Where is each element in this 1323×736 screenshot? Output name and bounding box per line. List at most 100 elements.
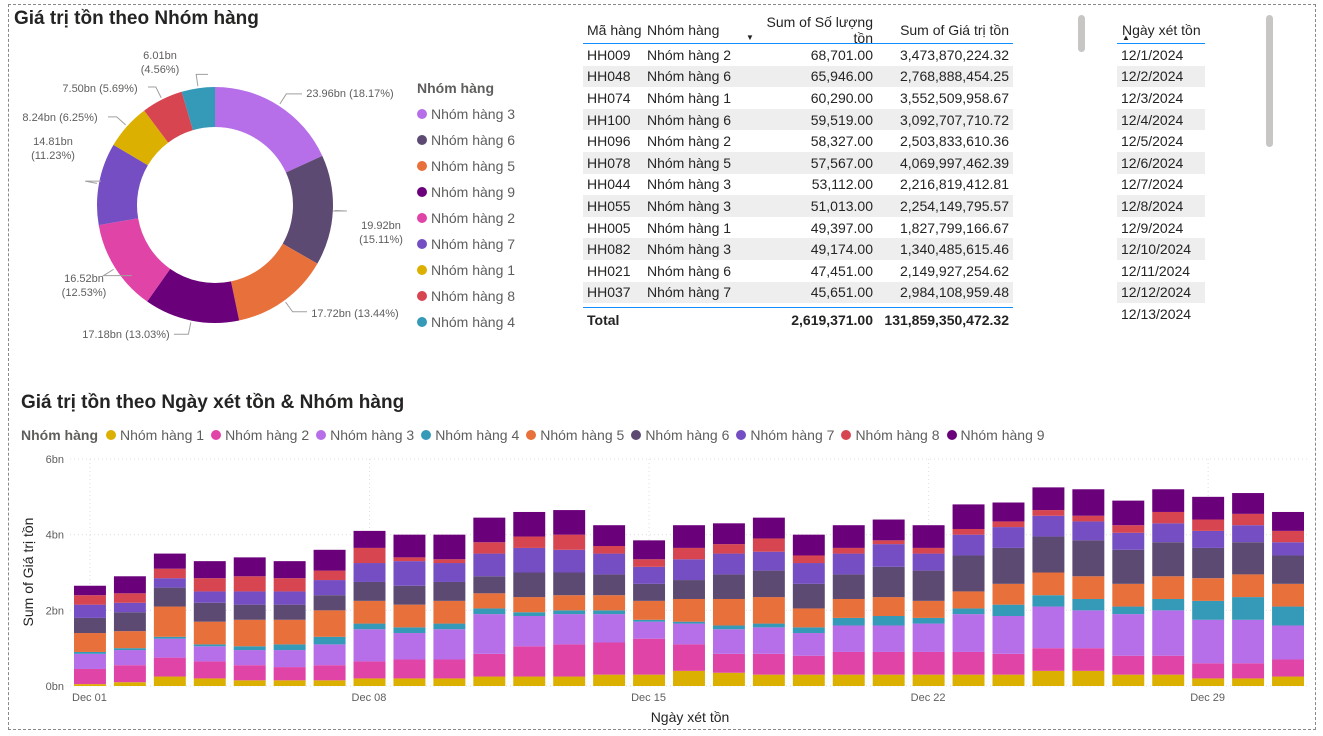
bar-segment-nhom-hang-7-day-31[interactable] bbox=[1272, 542, 1305, 556]
donut-slice-nhom-hang-1[interactable] bbox=[113, 110, 169, 166]
bar-segment-nhom-hang-3-day-4[interactable] bbox=[193, 646, 226, 662]
bar-segment-nhom-hang-1-day-7[interactable] bbox=[313, 680, 346, 686]
bar-segment-nhom-hang-6-day-15[interactable] bbox=[633, 583, 666, 601]
bar-segment-nhom-hang-2-day-11[interactable] bbox=[473, 653, 506, 677]
bar-segment-nhom-hang-8-day-20[interactable] bbox=[832, 547, 865, 554]
bar-segment-nhom-hang-3-day-15[interactable] bbox=[633, 621, 666, 639]
bar-segment-nhom-hang-1-day-12[interactable] bbox=[513, 676, 546, 686]
bar-segment-nhom-hang-8-day-26[interactable] bbox=[1072, 515, 1105, 522]
bar-segment-nhom-hang-6-day-14[interactable] bbox=[593, 574, 626, 596]
bar-segment-nhom-hang-5-day-12[interactable] bbox=[513, 597, 546, 613]
date-table-row[interactable]: 12/4/2024 bbox=[1117, 108, 1205, 131]
bar-segment-nhom-hang-5-day-22[interactable] bbox=[912, 600, 945, 618]
bar-segment-nhom-hang-6-day-16[interactable] bbox=[673, 580, 705, 599]
bar-segment-nhom-hang-6-day-26[interactable] bbox=[1072, 540, 1105, 577]
bar-segment-nhom-hang-7-day-5[interactable] bbox=[233, 591, 266, 605]
bar-segment-nhom-hang-2-day-13[interactable] bbox=[553, 644, 586, 677]
bar-segment-nhom-hang-5-day-9[interactable] bbox=[393, 604, 426, 628]
bar-segment-nhom-hang-6-day-9[interactable] bbox=[393, 585, 426, 605]
bar-segment-nhom-hang-3-day-3[interactable] bbox=[153, 638, 186, 658]
bar-segment-nhom-hang-5-day-28[interactable] bbox=[1152, 576, 1185, 599]
bar-segment-nhom-hang-9-day-26[interactable] bbox=[1072, 489, 1105, 516]
bar-segment-nhom-hang-8-day-30[interactable] bbox=[1232, 513, 1265, 526]
date-table-row[interactable]: 12/10/2024 bbox=[1117, 238, 1205, 260]
bar-segment-nhom-hang-5-day-5[interactable] bbox=[233, 619, 266, 647]
bar-segment-nhom-hang-8-day-27[interactable] bbox=[1112, 525, 1145, 533]
bar-segment-nhom-hang-7-day-16[interactable] bbox=[673, 559, 705, 581]
bar-segment-nhom-hang-3-day-28[interactable] bbox=[1152, 610, 1185, 656]
bar-segment-nhom-hang-8-day-4[interactable] bbox=[193, 578, 226, 592]
bar-segment-nhom-hang-2-day-8[interactable] bbox=[353, 661, 386, 679]
bar-segment-nhom-hang-4-day-15[interactable] bbox=[633, 619, 666, 622]
header-ma-hang[interactable]: Mã hàng bbox=[587, 21, 642, 38]
bar-segment-nhom-hang-6-day-6[interactable] bbox=[273, 604, 306, 620]
bar-segment-nhom-hang-8-day-13[interactable] bbox=[553, 534, 586, 550]
bar-segment-nhom-hang-9-day-16[interactable] bbox=[673, 525, 705, 548]
table-row[interactable]: HH078 Nhóm hàng 5 57,567.00 4,069,997,462.3… bbox=[583, 151, 1013, 174]
bar-segment-nhom-hang-9-day-27[interactable] bbox=[1112, 500, 1145, 526]
bar-segment-nhom-hang-9-day-15[interactable] bbox=[633, 540, 666, 560]
bar-segment-nhom-hang-6-day-11[interactable] bbox=[473, 576, 506, 594]
bar-segment-nhom-hang-1-day-6[interactable] bbox=[273, 680, 306, 686]
bar-segment-nhom-hang-3-day-18[interactable] bbox=[752, 627, 785, 654]
bar-segment-nhom-hang-6-day-30[interactable] bbox=[1232, 542, 1265, 575]
bar-segment-nhom-hang-2-day-23[interactable] bbox=[952, 651, 985, 675]
donut-legend-item-nhom-hang-4[interactable]: Nhóm hàng 4 bbox=[417, 309, 515, 335]
bar-segment-nhom-hang-7-day-24[interactable] bbox=[992, 527, 1025, 548]
bar-segment-nhom-hang-4-day-7[interactable] bbox=[313, 636, 346, 645]
bar-segment-nhom-hang-9-day-12[interactable] bbox=[513, 511, 546, 537]
bar-segment-nhom-hang-6-day-13[interactable] bbox=[553, 572, 586, 596]
date-table-row[interactable]: 12/12/2024 bbox=[1117, 281, 1205, 304]
bar-segment-nhom-hang-5-day-24[interactable] bbox=[992, 583, 1025, 605]
bar-segment-nhom-hang-5-day-25[interactable] bbox=[1032, 572, 1065, 596]
bar-segment-nhom-hang-4-day-22[interactable] bbox=[912, 617, 945, 624]
bar-segment-nhom-hang-9-day-30[interactable] bbox=[1232, 493, 1265, 514]
date-table-row[interactable]: 12/1/2024 bbox=[1121, 46, 1184, 63]
bar-segment-nhom-hang-6-day-12[interactable] bbox=[513, 572, 546, 598]
bar-segment-nhom-hang-2-day-5[interactable] bbox=[233, 665, 266, 681]
bar-segment-nhom-hang-5-day-29[interactable] bbox=[1192, 578, 1225, 601]
bar-segment-nhom-hang-4-day-4[interactable] bbox=[193, 644, 226, 647]
bar-segment-nhom-hang-8-day-23[interactable] bbox=[952, 528, 985, 535]
bar-segment-nhom-hang-3-day-30[interactable] bbox=[1232, 619, 1265, 664]
bar-segment-nhom-hang-4-day-18[interactable] bbox=[752, 623, 785, 628]
bar-segment-nhom-hang-6-day-23[interactable] bbox=[952, 555, 985, 592]
bar-segment-nhom-hang-2-day-2[interactable] bbox=[113, 665, 146, 683]
date-table-row[interactable]: 12/9/2024 bbox=[1121, 219, 1184, 236]
bar-segment-nhom-hang-8-day-9[interactable] bbox=[393, 557, 426, 562]
bar-segment-nhom-hang-8-day-11[interactable] bbox=[473, 542, 506, 554]
bar-segment-nhom-hang-9-day-22[interactable] bbox=[912, 525, 945, 548]
donut-chart[interactable]: 23.96bn (18.17%) 19.92bn (15.11%) 17.72bn (… bbox=[0, 36, 580, 356]
bar-segment-nhom-hang-1-day-25[interactable] bbox=[1032, 670, 1065, 686]
bar-segment-nhom-hang-9-day-17[interactable] bbox=[712, 523, 745, 545]
bar-segment-nhom-hang-9-day-1[interactable] bbox=[73, 585, 106, 596]
bar-segment-nhom-hang-6-day-2[interactable] bbox=[113, 612, 146, 632]
bar-segment-nhom-hang-7-day-28[interactable] bbox=[1152, 523, 1185, 543]
bar-segment-nhom-hang-2-day-18[interactable] bbox=[752, 653, 785, 675]
table-row[interactable]: HH005 Nhóm hàng 1 49,397.00 1,827,799,166.6… bbox=[583, 217, 1013, 239]
bar-segment-nhom-hang-9-day-5[interactable] bbox=[233, 557, 266, 577]
bar-segment-nhom-hang-5-day-2[interactable] bbox=[113, 631, 146, 649]
bar-segment-nhom-hang-3-day-23[interactable] bbox=[952, 614, 985, 652]
bar-segment-nhom-hang-8-day-3[interactable] bbox=[153, 568, 186, 579]
bar-segment-nhom-hang-5-day-27[interactable] bbox=[1112, 583, 1145, 607]
bar-segment-nhom-hang-2-day-22[interactable] bbox=[912, 651, 945, 675]
bar-segment-nhom-hang-6-day-19[interactable] bbox=[792, 583, 825, 609]
bar-segment-nhom-hang-6-day-27[interactable] bbox=[1112, 549, 1145, 584]
bar-segment-nhom-hang-8-day-18[interactable] bbox=[752, 538, 785, 552]
bar-segment-nhom-hang-5-day-1[interactable] bbox=[73, 633, 106, 652]
date-table-row[interactable]: 12/13/2024 bbox=[1121, 305, 1192, 322]
bar-segment-nhom-hang-4-day-28[interactable] bbox=[1152, 598, 1185, 611]
bar-segment-nhom-hang-6-day-31[interactable] bbox=[1272, 555, 1305, 584]
bar-segment-nhom-hang-4-day-11[interactable] bbox=[473, 608, 506, 615]
bar-legend-item-nhom-hang-1[interactable]: Nhóm hàng 1 bbox=[106, 427, 204, 443]
bar-segment-nhom-hang-9-day-6[interactable] bbox=[273, 561, 306, 579]
bar-segment-nhom-hang-1-day-11[interactable] bbox=[473, 676, 506, 686]
donut-legend-item-nhom-hang-7[interactable]: Nhóm hàng 7 bbox=[417, 231, 515, 257]
bar-segment-nhom-hang-1-day-26[interactable] bbox=[1072, 670, 1105, 686]
bar-segment-nhom-hang-7-day-17[interactable] bbox=[712, 553, 745, 575]
bar-segment-nhom-hang-1-day-1[interactable] bbox=[73, 684, 106, 686]
bar-segment-nhom-hang-8-day-22[interactable] bbox=[912, 547, 945, 554]
bar-segment-nhom-hang-8-day-24[interactable] bbox=[992, 521, 1025, 528]
donut-slice-nhom-hang-5[interactable] bbox=[230, 243, 318, 321]
